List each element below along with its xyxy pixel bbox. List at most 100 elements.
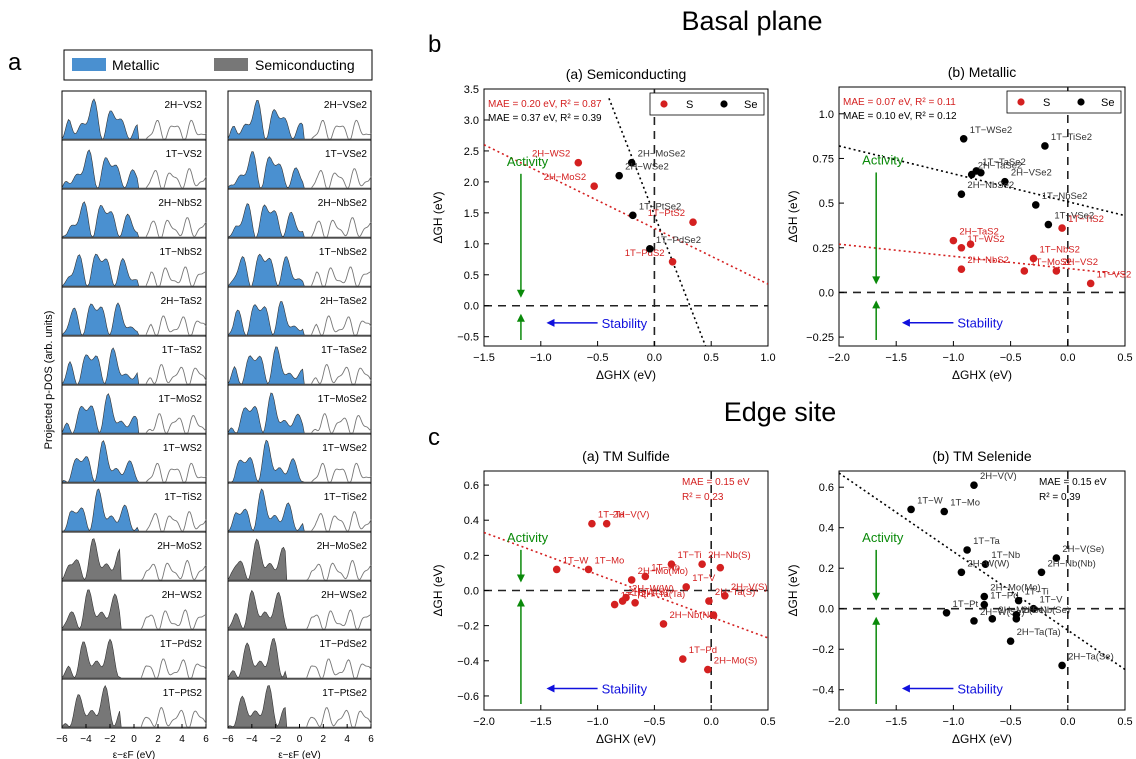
data-point <box>615 171 623 180</box>
dos-panel-label: 1T−VSe2 <box>325 149 367 160</box>
dos-unoccupied-curve <box>145 315 207 336</box>
x-axis-label: ΔGHX (eV) <box>596 368 656 382</box>
data-point <box>721 591 729 600</box>
dos-filled-curve <box>227 637 371 679</box>
point-label: 2H−Nb(Nb) <box>669 610 717 621</box>
activity-arrowhead-down <box>516 574 525 583</box>
dos-panel: 1T−NbS2 <box>61 237 207 288</box>
point-label: 2H−NbS2 <box>967 255 1008 266</box>
point-label: 1T−V <box>692 573 716 584</box>
dos-panel: 1T−WSe2 <box>227 433 372 484</box>
point-label: 2H−Mo(S) <box>714 656 758 667</box>
panel-b-label: b <box>428 31 441 58</box>
dos-filled-curve <box>61 393 206 434</box>
dos-unoccupied-curve <box>310 266 372 287</box>
dos-panel-label: 1T−PdSe2 <box>319 639 367 650</box>
dos-unoccupied-curve <box>311 462 372 483</box>
dos-unoccupied-curve <box>306 609 372 630</box>
data-point <box>1086 279 1095 288</box>
point-label: 1T−Ti <box>1025 587 1049 598</box>
dos-panel-label: 2H−WS2 <box>162 590 203 601</box>
y-tick-label: 0.6 <box>464 480 479 492</box>
dos-unoccupied-curve <box>310 364 372 385</box>
point-label: 1T−TiS2 <box>1068 214 1104 225</box>
x-tick-label: −1.0 <box>943 716 965 728</box>
dos-panel-label: 1T−TiSe2 <box>324 492 368 503</box>
point-label: 1T−W <box>917 495 943 506</box>
dos-unoccupied-curve <box>145 168 207 189</box>
y-tick-label: 0.5 <box>464 270 479 282</box>
x-tick-label: −1.0 <box>530 352 552 364</box>
point-label: 1T−Ta <box>973 536 1000 547</box>
point-label: 2H−VS2 <box>1062 257 1098 268</box>
point-label: 1T−Mo <box>950 498 980 509</box>
dos-filled-curve <box>227 685 371 728</box>
data-point <box>1058 661 1066 670</box>
data-point <box>1001 177 1009 186</box>
data-point <box>980 592 989 601</box>
point-label: 1T−Ta <box>598 510 625 521</box>
data-point <box>659 620 668 628</box>
x-tick-label: 0.5 <box>704 352 719 364</box>
dos-unoccupied-curve <box>145 413 207 434</box>
x-tick-label: −1.5 <box>530 716 552 728</box>
dos-x-tick-label: −4 <box>80 734 92 745</box>
point-label: 2H−Nb(Se) <box>1022 605 1070 616</box>
legend-semiconducting-label: Semiconducting <box>255 57 355 73</box>
dos-x-tick-label: −4 <box>246 734 258 745</box>
data-point <box>1052 267 1061 275</box>
dos-panel: 1T−PtSe2 <box>227 678 372 729</box>
dos-panel-label: 1T−WSe2 <box>322 443 367 454</box>
data-point <box>602 519 611 528</box>
activity-label: Activity <box>507 530 549 545</box>
legend-box <box>1006 90 1122 114</box>
y-tick-label: 3.0 <box>464 115 479 127</box>
mae-annotation: MAE = 0.15 eV <box>682 477 750 488</box>
point-label: 2H−V(S) <box>731 582 768 593</box>
legend-box <box>649 92 765 116</box>
x-axis-label: ΔGHX (eV) <box>596 732 656 746</box>
point-label: 2H−Mo(Mo) <box>638 566 688 577</box>
dos-panel-label: 1T−VS2 <box>166 149 203 160</box>
y-tick-label: 0.75 <box>813 153 834 165</box>
point-label: 2H−W(Se) <box>980 607 1025 618</box>
dos-x-tick-label: −6 <box>222 734 234 745</box>
scatter-metallic: −2.0 −1.5 −1.0 −0.5 0.0 0.5 −0.25 0.0 0.25 0.5 0.7… <box>786 64 1133 382</box>
x-tick-label: −1.5 <box>885 716 907 728</box>
dos-panel-label: 2H−TaS2 <box>161 296 203 307</box>
dos-filled-curve <box>227 346 371 385</box>
point-label: 2H−NbSe2 <box>967 180 1014 191</box>
dos-panel-label: 1T−NbS2 <box>159 247 202 258</box>
x-tick-label: −1.5 <box>473 352 495 364</box>
dos-panel-label: 2H−NbS2 <box>158 198 202 209</box>
data-point <box>1058 224 1066 232</box>
dos-panel-label: 1T−PtS2 <box>163 688 203 699</box>
x-tick-label: −2.0 <box>473 716 495 728</box>
dos-x-tick-label: 6 <box>203 734 209 745</box>
panel-c-label: c <box>428 424 440 451</box>
data-point <box>963 546 971 554</box>
point-label: 2H−TaSe2 <box>978 161 1023 172</box>
point-label: 2H−WSe2 <box>625 162 669 173</box>
dos-panel-label: 1T−TaSe2 <box>321 345 367 356</box>
y-tick-label: −0.2 <box>812 644 834 656</box>
x-axis-label: ΔGHX (eV) <box>952 732 1012 746</box>
dos-x-tick-label: 2 <box>155 734 161 745</box>
y-tick-label: −0.4 <box>457 656 479 668</box>
data-point <box>957 265 966 273</box>
plot-frame <box>838 470 1126 711</box>
data-point <box>1006 637 1015 645</box>
data-point <box>584 565 593 574</box>
data-point <box>907 505 915 514</box>
stability-arrowhead <box>901 318 910 327</box>
data-point <box>940 507 949 516</box>
data-point <box>959 135 968 143</box>
activity-label: Activity <box>862 152 904 167</box>
dos-unoccupied-curve <box>310 315 372 336</box>
y-tick-label: 1.5 <box>464 208 479 220</box>
dos-panel: 2H−MoSe2 <box>227 531 372 582</box>
point-label: 1T−PdSe2 <box>656 235 701 246</box>
data-point <box>682 583 691 591</box>
data-point <box>588 519 596 528</box>
point-label: 2H−W(W) <box>632 584 674 595</box>
